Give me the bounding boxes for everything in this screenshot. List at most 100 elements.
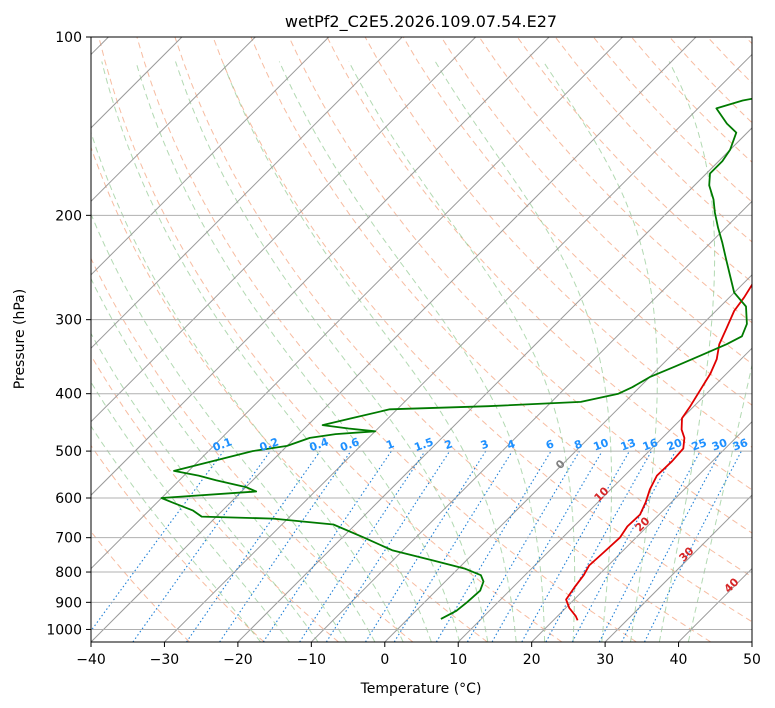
moist-adiabat: [135, 61, 461, 642]
dry-adiabat: [364, 37, 752, 448]
x-tick-label: −20: [223, 652, 253, 668]
mixing-ratio-label: 13: [619, 436, 638, 453]
moist-adiabat: [278, 61, 546, 642]
mixing-ratio-label: 20: [665, 436, 684, 454]
dry-adiabat: [91, 257, 414, 642]
mixing-ratio-label: 4: [505, 437, 517, 452]
isotherm: [310, 200, 752, 642]
line-labels: 0.10.20.40.611.52346810131620253036-100-…: [211, 435, 750, 595]
isotherm: [384, 274, 752, 642]
mixing-ratio-line: [393, 450, 513, 642]
x-tick-label: 30: [596, 652, 614, 668]
isotherm: [751, 641, 752, 642]
y-tick-label: 900: [55, 595, 82, 611]
moist-adiabat: [91, 425, 262, 642]
x-tick-label: 40: [670, 652, 688, 668]
isotherm: [91, 37, 477, 423]
y-tick-label: 800: [55, 565, 82, 581]
isotherm: [91, 37, 550, 496]
mixing-ratio-label: 30: [710, 436, 729, 454]
mixing-ratio-line: [521, 450, 630, 642]
mixing-ratio-label: 1.5: [412, 435, 435, 454]
moist-adiabat: [91, 212, 376, 642]
mixing-ratio-line: [545, 450, 652, 642]
y-tick-label: 300: [55, 313, 82, 329]
y-tick-label: 1000: [46, 622, 82, 638]
moist-adiabat: [348, 61, 576, 642]
mixing-ratio-label: 0.6: [338, 435, 361, 454]
y-tick-label: 400: [55, 387, 82, 403]
mixing-ratio-line: [132, 450, 271, 642]
x-tick-label: −10: [297, 652, 327, 668]
mixing-ratio-line: [219, 450, 352, 642]
mixing-ratio-line: [91, 450, 225, 632]
isotherm: [604, 494, 752, 642]
profile-lines: [160, 97, 752, 621]
mixing-ratio-label: 0.1: [211, 435, 234, 454]
moist-adiabat: [91, 277, 348, 642]
profile-series: [160, 97, 752, 620]
mixing-ratio-line: [571, 450, 677, 642]
isotherm: [91, 37, 330, 276]
moist-adiabat: [101, 61, 432, 642]
moist-adiabat: [91, 332, 319, 642]
x-tick-label: 20: [523, 652, 541, 668]
mixing-ratio-line: [262, 450, 392, 642]
moist-adiabat: [175, 61, 489, 642]
mixing-ratio-label: 1: [384, 437, 396, 452]
plot-background: [91, 37, 752, 642]
y-tick-label: 600: [55, 491, 82, 507]
dry-adiabat: [91, 354, 339, 642]
mixing-ratio-line: [186, 450, 321, 642]
mixing-ratio-line: [644, 450, 742, 642]
pressure-grid: [91, 37, 752, 630]
mixing-ratio-label: 2: [443, 437, 455, 452]
mixing-ratio-line: [365, 450, 487, 642]
plot-frame: [90, 36, 753, 643]
isotherm: [91, 37, 403, 349]
x-tick-label: 50: [743, 652, 761, 668]
isotherm: [91, 37, 623, 570]
isotherm: [457, 347, 752, 642]
dry-adiabat: [250, 37, 752, 578]
chart-title: wetPf2_C2E5.2026.109.07.54.E27: [285, 12, 557, 32]
moist-adiabat: [91, 381, 290, 642]
mixing-ratio-label: 16: [641, 436, 660, 454]
y-axis-label: Pressure (hPa): [12, 289, 28, 389]
x-tick-label: −40: [76, 652, 106, 668]
x-axis-label: Temperature (°C): [360, 681, 482, 697]
mixing-ratio-label: 0.2: [258, 435, 281, 454]
moist-adiabat: [222, 61, 517, 642]
x-tick-label: −30: [150, 652, 180, 668]
isotherm: [164, 53, 752, 642]
dry-adiabat: [174, 37, 712, 642]
mixing-ratio-label: 25: [690, 436, 709, 453]
dry-adiabat: [98, 37, 563, 642]
isotherm: [91, 37, 256, 203]
mixing-ratio-line: [325, 450, 451, 642]
moist-adiabat: [91, 130, 404, 642]
background-lines: [91, 37, 752, 642]
axes: −40 −30 −20 −10 0 10 20 30 40 50 1000 900 800 700 600 5…: [46, 30, 761, 668]
dry-adiabat: [326, 37, 752, 491]
isotherm: [531, 420, 752, 642]
y-tick-label: 100: [55, 30, 82, 46]
y-tick-label: 500: [55, 444, 82, 460]
mixing-ratio-label: 8: [573, 437, 585, 452]
profile-series: [565, 283, 752, 621]
dry-adiabat: [91, 444, 265, 642]
isotherm: [91, 37, 697, 642]
isotherm: [237, 127, 752, 642]
x-tick-label: 0: [380, 652, 389, 668]
moist-adiabat: [658, 61, 716, 642]
mixing-ratio-label: 6: [544, 437, 556, 452]
mixing-ratio-label: 3: [479, 437, 491, 452]
y-tick-label: 200: [55, 208, 82, 224]
mixing-ratio-label: 0.4: [308, 435, 331, 454]
dry-adiabat: [212, 37, 752, 623]
moist-adiabat: [687, 362, 752, 642]
mixing-ratio-label: 10: [592, 436, 611, 454]
dry-adiabat: [402, 37, 752, 406]
y-tick-label: 700: [55, 531, 82, 547]
